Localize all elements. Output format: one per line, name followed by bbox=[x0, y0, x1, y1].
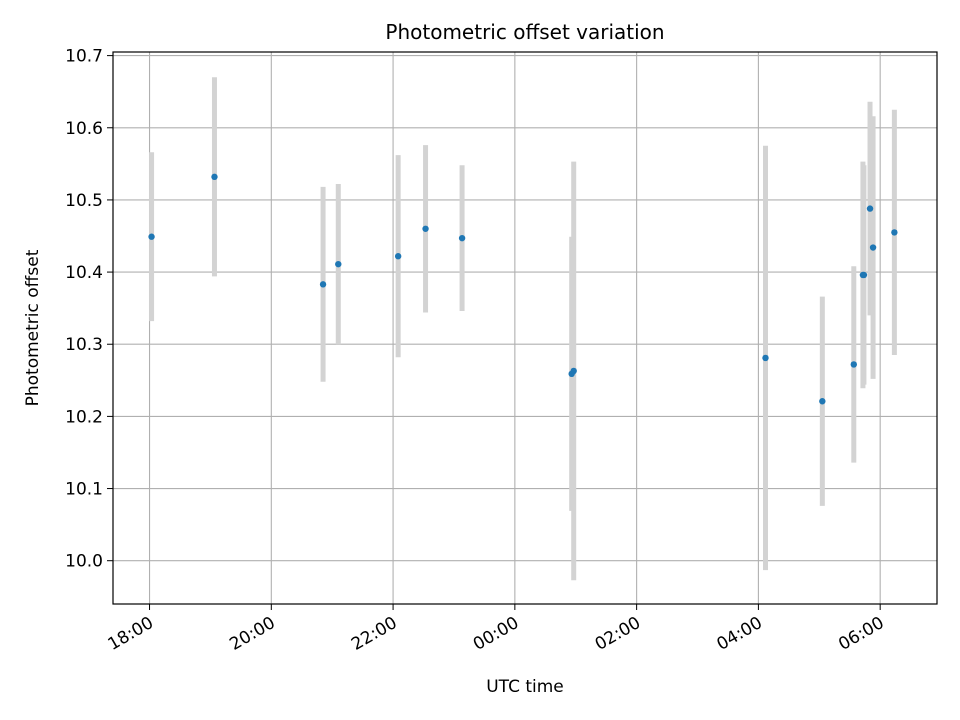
data-points bbox=[148, 173, 898, 405]
data-point bbox=[394, 253, 402, 260]
plot-area-frame bbox=[112, 51, 938, 605]
data-point bbox=[891, 229, 898, 236]
data-point bbox=[869, 244, 877, 251]
data-point bbox=[458, 234, 466, 242]
y-axis-title: Photometric offset bbox=[23, 249, 43, 406]
x-tick-label: 20:00 bbox=[226, 613, 278, 655]
data-point bbox=[319, 281, 327, 288]
y-tick-label: 10.2 bbox=[65, 407, 103, 427]
y-tick-label: 10.0 bbox=[65, 552, 103, 572]
chart-title: Photometric offset variation bbox=[385, 20, 664, 44]
data-point bbox=[211, 173, 218, 181]
error-bars bbox=[149, 77, 897, 581]
x-tick-label: 00:00 bbox=[470, 613, 522, 655]
data-point bbox=[850, 361, 857, 368]
x-tick-label: 02:00 bbox=[592, 613, 644, 655]
x-tick-label: 22:00 bbox=[348, 613, 400, 655]
x-tick-label: 06:00 bbox=[835, 613, 887, 655]
x-tick-label: 18:00 bbox=[105, 613, 157, 655]
grid-lines bbox=[113, 52, 937, 604]
y-tick-label: 10.7 bbox=[65, 47, 103, 67]
x-tick-label: 04:00 bbox=[713, 613, 765, 655]
data-point bbox=[819, 398, 826, 405]
y-tick-label: 10.1 bbox=[65, 480, 103, 500]
data-point bbox=[335, 260, 342, 268]
y-tick-label: 10.4 bbox=[65, 263, 103, 283]
data-point bbox=[860, 271, 868, 279]
data-point bbox=[570, 367, 577, 375]
data-point bbox=[762, 354, 769, 362]
y-tick-label: 10.5 bbox=[65, 191, 103, 211]
x-axis-title: UTC time bbox=[486, 677, 564, 697]
y-tick-label: 10.6 bbox=[65, 119, 103, 139]
data-point bbox=[422, 225, 429, 232]
y-tick-label: 10.3 bbox=[65, 335, 103, 355]
data-point bbox=[148, 233, 155, 240]
x-axis-ticks: 18:00 20:00 22:00 00:00 02:00 04:00 06:00 bbox=[105, 604, 888, 655]
y-axis-ticks: 10.0 10.1 10.2 10.3 10.4 10.5 10.6 10.7 bbox=[65, 47, 113, 572]
data-point bbox=[866, 205, 874, 212]
